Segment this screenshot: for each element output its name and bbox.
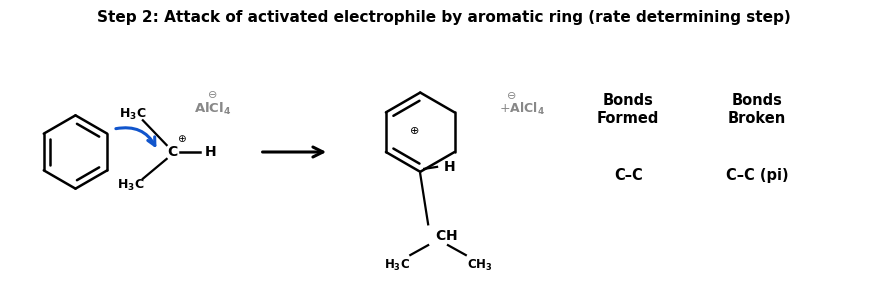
Text: $\ominus$: $\ominus$ xyxy=(207,89,218,100)
Text: Bonds
Broken: Bonds Broken xyxy=(728,93,786,126)
Text: Step 2: Attack of activated electrophile by aromatic ring (rate determining step: Step 2: Attack of activated electrophile… xyxy=(97,10,791,25)
Text: $\mathbf{C}$: $\mathbf{C}$ xyxy=(167,145,178,159)
Text: $\oplus$: $\oplus$ xyxy=(177,133,186,143)
Text: C–C: C–C xyxy=(614,168,643,183)
Text: $\mathbf{H_3C}$: $\mathbf{H_3C}$ xyxy=(385,257,410,272)
Text: Bonds
Formed: Bonds Formed xyxy=(597,93,660,126)
Text: $\mathbf{CH_3}$: $\mathbf{CH_3}$ xyxy=(467,257,493,272)
Text: $\ominus$: $\ominus$ xyxy=(506,90,517,101)
Text: C–C (pi): C–C (pi) xyxy=(725,168,789,183)
Text: $\mathbf{H_3C}$: $\mathbf{H_3C}$ xyxy=(119,107,147,122)
Text: $\mathbf{AlCl_4}$: $\mathbf{AlCl_4}$ xyxy=(194,101,231,117)
Text: $\mathbf{CH}$: $\mathbf{CH}$ xyxy=(435,229,457,243)
Text: $\mathbf{H_3C}$: $\mathbf{H_3C}$ xyxy=(117,178,145,193)
Text: $\oplus$: $\oplus$ xyxy=(409,125,419,136)
Text: $\mathbf{H}$: $\mathbf{H}$ xyxy=(443,160,456,174)
Text: $+ \mathbf{AlCl_4}$: $+ \mathbf{AlCl_4}$ xyxy=(499,101,545,117)
Text: $\mathbf{H}$: $\mathbf{H}$ xyxy=(204,145,217,159)
